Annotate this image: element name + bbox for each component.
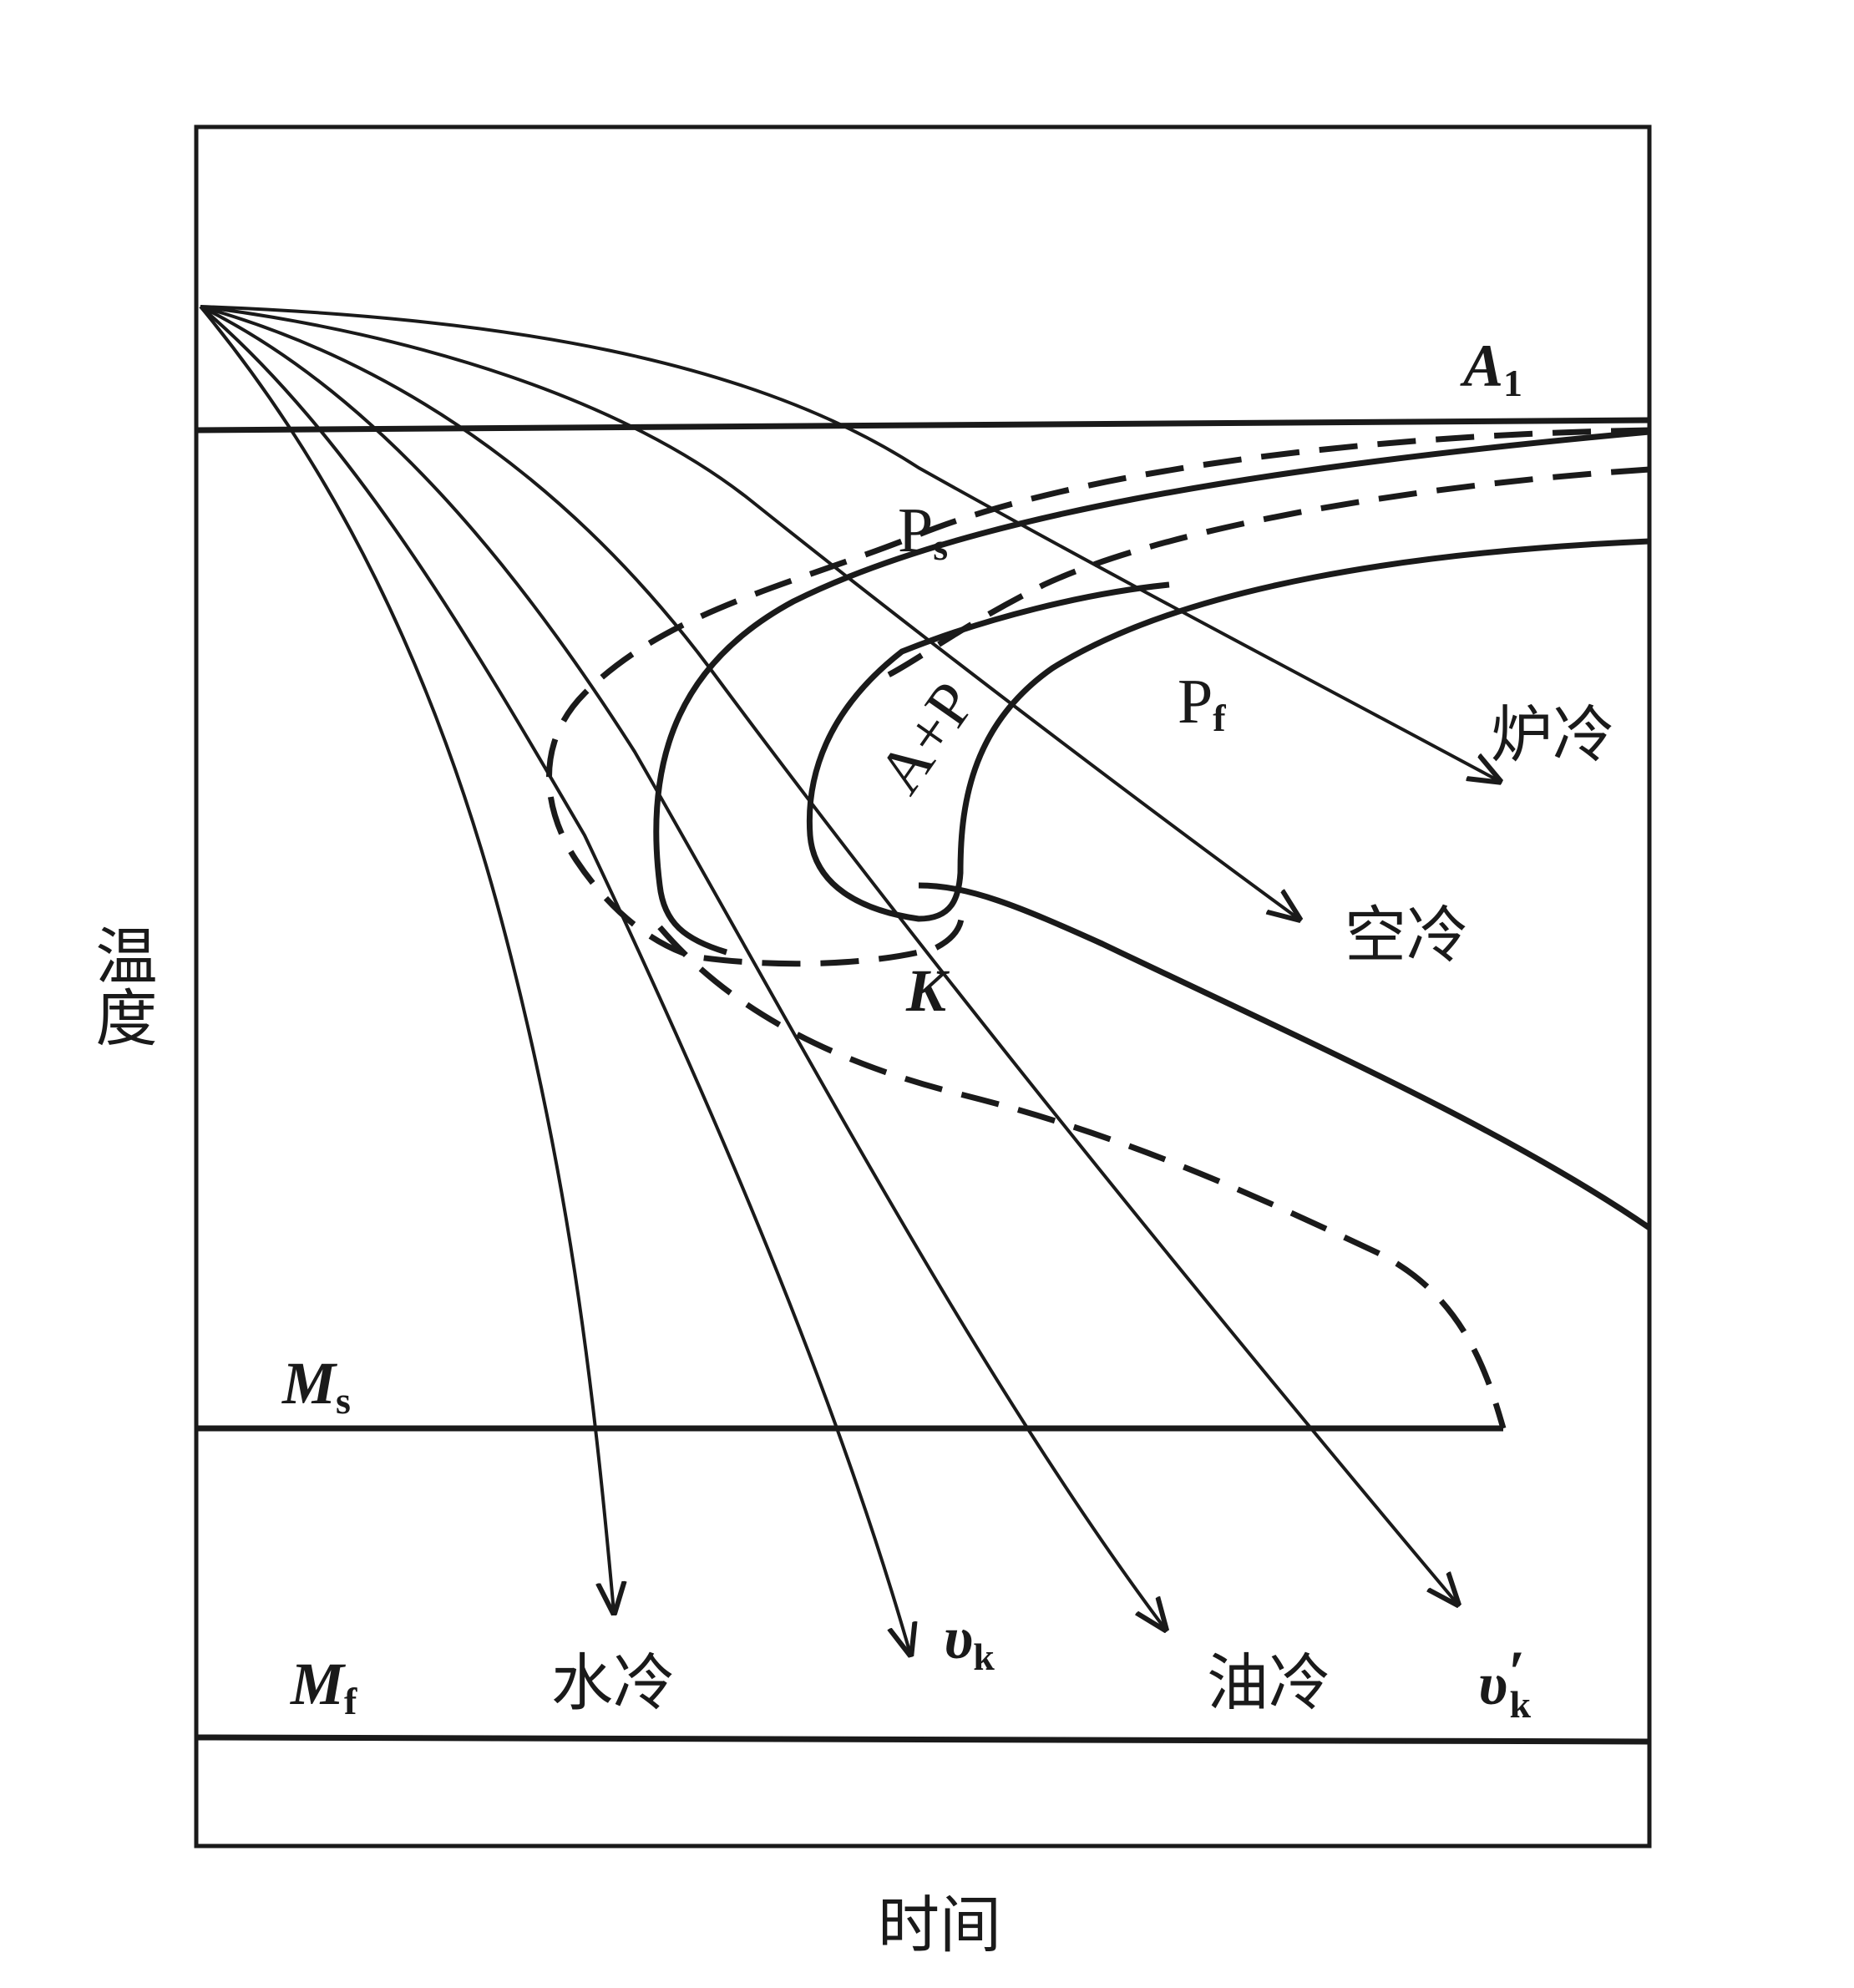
k-label: K bbox=[905, 957, 950, 1024]
lower-solid-line bbox=[918, 882, 1651, 1230]
bainite-dashed-curve bbox=[657, 925, 1507, 1429]
ms-label: Ms bbox=[281, 1350, 351, 1422]
water-cooling-label: 水冷 bbox=[551, 1647, 675, 1719]
transformation-start-curve bbox=[653, 429, 1650, 956]
air-cooling-label: 空冷 bbox=[1345, 900, 1468, 971]
vk-prime-label: υ′k bbox=[1478, 1639, 1532, 1726]
plot-frame bbox=[194, 124, 1652, 1849]
furnace-cooling-label: 炉冷 bbox=[1491, 699, 1614, 771]
water-cooling-curve bbox=[199, 305, 614, 1612]
mf-line bbox=[195, 1734, 1650, 1745]
vk-cooling-curve bbox=[199, 305, 910, 1654]
x-axis-label: 时间 bbox=[878, 1889, 1001, 1961]
transformation-finish-curve bbox=[806, 538, 1650, 922]
y-axis-label: 温度 bbox=[85, 924, 157, 1047]
vk-prime-cooling-curve bbox=[200, 305, 1457, 1604]
a1-label: A1 bbox=[1460, 332, 1522, 404]
vk-label: υk bbox=[944, 1605, 995, 1678]
air-cooling-curve bbox=[200, 305, 1299, 919]
furnace-cooling-curve bbox=[200, 305, 1499, 781]
mf-label: Mf bbox=[290, 1651, 357, 1722]
oil-cooling-label: 油冷 bbox=[1207, 1647, 1330, 1719]
a1-line bbox=[195, 417, 1650, 434]
oil-cooling-curve bbox=[200, 305, 1165, 1629]
ps-label: Ps bbox=[898, 495, 948, 568]
pf-dashed-curve bbox=[884, 466, 1650, 680]
ps-dashed-curve bbox=[546, 427, 1650, 967]
pf-label: Pf bbox=[1178, 667, 1226, 739]
